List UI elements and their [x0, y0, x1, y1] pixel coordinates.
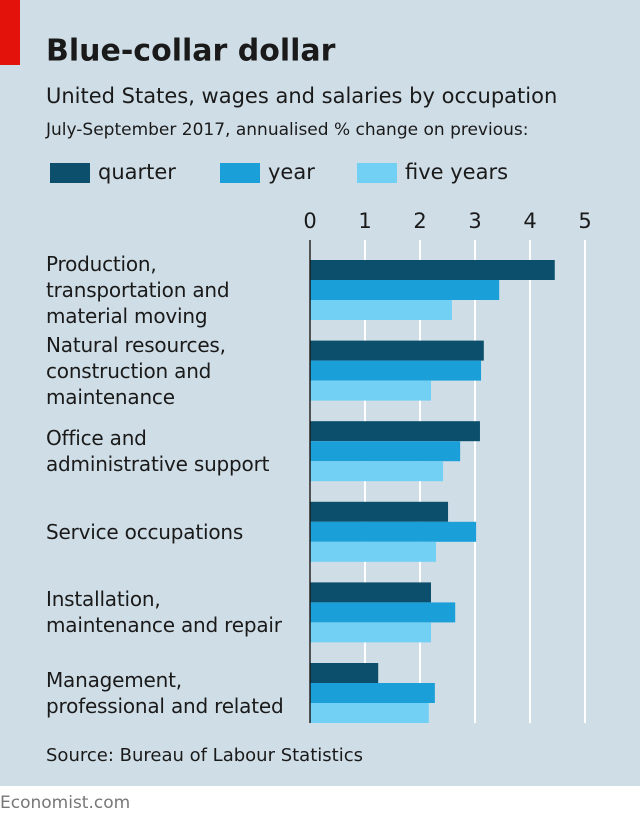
- legend-swatch: [357, 163, 397, 183]
- bar: [310, 541, 436, 562]
- bar: [310, 622, 431, 643]
- bar: [310, 703, 429, 723]
- bar: [310, 683, 435, 703]
- category-label: Service occupations: [46, 519, 244, 544]
- legend-label: year: [268, 160, 315, 184]
- red-tag: [0, 0, 20, 65]
- bar: [310, 340, 484, 361]
- bar: [310, 421, 480, 442]
- x-tick-label: 1: [358, 209, 371, 233]
- bar: [310, 280, 500, 300]
- bar: [310, 582, 431, 603]
- chart-title: Blue-collar dollar: [46, 34, 336, 69]
- legend-swatch: [50, 163, 90, 183]
- bar: [310, 360, 482, 381]
- bar: [310, 380, 431, 401]
- legend-swatch: [220, 163, 260, 183]
- legend-label: five years: [405, 160, 508, 184]
- source: Source: Bureau of Labour Statistics: [46, 745, 363, 766]
- bar: [310, 300, 452, 320]
- bar: [310, 663, 379, 683]
- bar: [310, 501, 449, 522]
- bar: [310, 521, 477, 542]
- legend-label: quarter: [98, 160, 176, 184]
- bar: [310, 260, 555, 280]
- footer: Economist.com: [0, 793, 130, 813]
- x-tick-label: 2: [413, 209, 426, 233]
- bar: [310, 461, 444, 482]
- category-label: Installation, maintenance and repair: [46, 587, 282, 638]
- x-tick-label: 4: [523, 209, 536, 233]
- subtitle: July-September 2017, annualised % change…: [45, 120, 528, 140]
- category-label: Production, transportation and material …: [46, 252, 230, 328]
- category-label: Natural resources, construction and main…: [46, 332, 226, 409]
- category-label: Office and administrative support: [46, 426, 270, 477]
- category-label: Management, professional and related: [46, 668, 284, 718]
- x-tick-label: 5: [578, 209, 591, 233]
- x-tick-label: 0: [303, 209, 316, 233]
- bar: [310, 441, 461, 462]
- subtitle: United States, wages and salaries by occ…: [46, 84, 557, 108]
- x-tick-label: 3: [468, 209, 481, 233]
- bar: [310, 602, 456, 623]
